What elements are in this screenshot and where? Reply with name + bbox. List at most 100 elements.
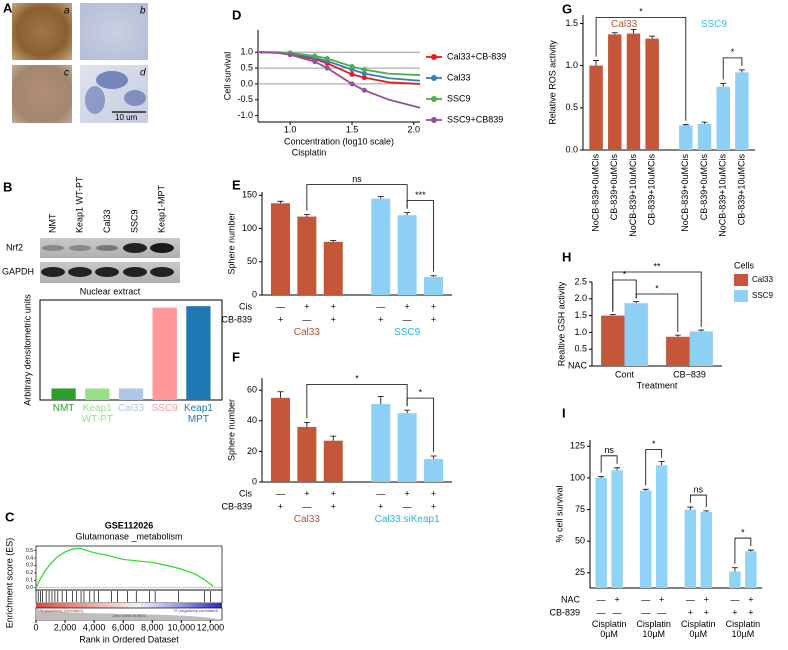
- panel-label: E: [232, 177, 241, 192]
- x-axis-label: Rank in Ordered Dataset: [79, 634, 179, 644]
- condition-value: +: [278, 314, 283, 324]
- band-label: GAPDH: [2, 266, 34, 276]
- x-tick-label: 1.0: [284, 124, 297, 134]
- label-box: Cal33: [294, 514, 320, 525]
- ranked-metric: [36, 609, 222, 620]
- error-bar: [404, 212, 411, 216]
- x-tick-label: Keap1 WT-PT: [81, 403, 113, 425]
- legend-swatch: [734, 274, 748, 286]
- y-tick-label: 1.0: [574, 327, 587, 337]
- legend-swatch: [734, 290, 748, 302]
- y-tick-label: 100: [242, 223, 257, 233]
- condition-value: —: [403, 314, 412, 324]
- significance-bracket: [306, 184, 408, 211]
- condition-value: +: [431, 301, 436, 311]
- y-tick-label: 0.4: [26, 555, 33, 561]
- bar: [700, 512, 712, 588]
- bar: [745, 551, 757, 588]
- error-bar: [430, 455, 437, 460]
- significance-label: *: [655, 283, 659, 293]
- y-tick-label: 50: [247, 256, 257, 266]
- bar: [424, 277, 444, 295]
- legend-title: Cells: [734, 260, 755, 270]
- group-label: SSC9: [394, 327, 421, 338]
- condition-value: —: [641, 607, 650, 617]
- bar: [608, 34, 622, 150]
- error-bar: [698, 329, 705, 332]
- significance-bracket: [406, 200, 434, 272]
- label-box: Cisplatin 0µM: [592, 620, 627, 639]
- condition-value: —: [276, 301, 285, 311]
- y-tick-label: 1.0: [240, 47, 253, 57]
- bar: [371, 404, 391, 482]
- condition-value: +: [732, 607, 737, 617]
- x-tick-label: 1.5: [346, 124, 359, 134]
- bar: [601, 315, 625, 366]
- label-box: Cisplatin 0µM: [681, 620, 716, 639]
- condition-value: +: [378, 501, 383, 511]
- error-bar: [330, 240, 337, 242]
- y-tick-label: 0.2: [26, 570, 33, 576]
- legend-marker: [431, 117, 437, 123]
- blot-bands: [41, 243, 174, 277]
- error-bar: [642, 488, 649, 491]
- x-tick-label: 4,000: [83, 622, 106, 632]
- error-bar: [649, 35, 656, 39]
- legend-label: SSC9: [447, 93, 471, 103]
- x-tick-label: NoCB-839+0uMCis: [590, 154, 600, 232]
- tissue-cluster: [124, 90, 146, 106]
- y-tick-label: 1.0: [565, 60, 578, 70]
- error-bar: [377, 196, 384, 199]
- metric-note: Zero cross at 6926: [112, 613, 146, 618]
- significance-bracket: [722, 57, 743, 80]
- bar: [729, 571, 741, 588]
- bar: [397, 413, 417, 482]
- condition-value: +: [331, 488, 336, 498]
- curve: [259, 51, 421, 109]
- y-axis-label: Enrichment score (ES): [4, 538, 14, 629]
- label-box: Cisplatin 10µM: [726, 620, 761, 639]
- bar: [297, 426, 317, 482]
- data-point: [361, 70, 367, 76]
- condition-value: +: [614, 594, 619, 604]
- condition-value: +: [431, 488, 436, 498]
- legend-label: SSC9+CB839: [447, 114, 503, 124]
- condition-value: +: [431, 501, 436, 511]
- data-point: [312, 53, 318, 59]
- lane-label: SSC9: [129, 209, 139, 233]
- legend-marker: [431, 54, 437, 60]
- significance-bracket: [595, 16, 687, 121]
- data-point: [349, 81, 355, 87]
- y-axis-label: Relative ROS activity: [547, 40, 557, 125]
- x-axis-label: Concentration (log10 scale): [284, 136, 394, 146]
- condition-value: —: [376, 301, 385, 311]
- y-tick-label: 2.5: [574, 276, 587, 286]
- panel-label: H: [562, 249, 571, 264]
- significance-bracket: [645, 449, 663, 486]
- group-label: Cal33: [611, 19, 638, 30]
- condition-value: +: [378, 314, 383, 324]
- chart-subtitle: Glutamonase _metabolism: [75, 531, 182, 541]
- legend-label: Cal33: [752, 275, 773, 284]
- significance-label: *: [741, 527, 745, 537]
- scale-bar-label: 10 um: [115, 113, 138, 122]
- hits-frame: [35, 589, 223, 604]
- y-tick-label: 0: [252, 476, 257, 486]
- x-tick-label: Keap1 MPT: [183, 403, 213, 425]
- ihc-image: [12, 3, 72, 60]
- significance-label: ns: [694, 484, 704, 494]
- bar: [689, 331, 713, 366]
- image-label: d: [140, 68, 146, 79]
- bar: [270, 203, 290, 295]
- label-box: NMT: [53, 403, 75, 414]
- data-point: [361, 75, 367, 81]
- x-tick-label: CB−839: [673, 369, 706, 379]
- condition-name: CB-839: [221, 501, 252, 511]
- condition-value: +: [304, 301, 309, 311]
- condition-value: +: [278, 501, 283, 511]
- data-point: [312, 59, 318, 65]
- x-tick-label: Cal33: [117, 403, 145, 414]
- image-label: a: [64, 6, 70, 17]
- x-tick-label: SSC9: [151, 403, 178, 414]
- condition-name: NAC: [561, 594, 581, 604]
